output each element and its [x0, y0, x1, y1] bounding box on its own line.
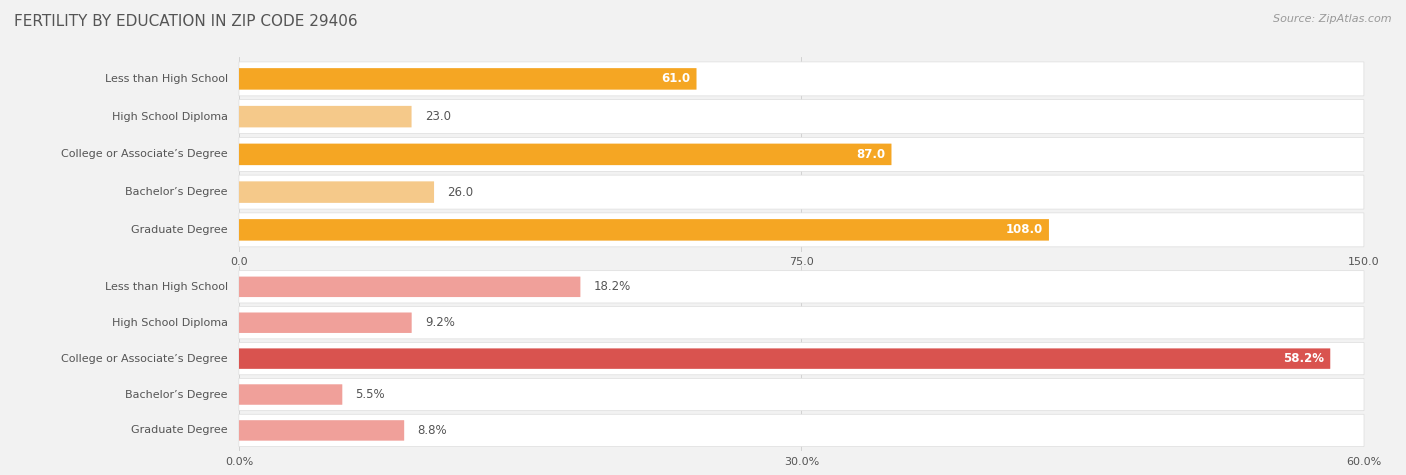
Text: Bachelor’s Degree: Bachelor’s Degree	[125, 390, 228, 399]
FancyBboxPatch shape	[239, 313, 412, 333]
FancyBboxPatch shape	[239, 175, 1364, 209]
FancyBboxPatch shape	[239, 106, 412, 127]
FancyBboxPatch shape	[239, 348, 1330, 369]
Text: 5.5%: 5.5%	[356, 388, 385, 401]
Text: High School Diploma: High School Diploma	[111, 112, 228, 122]
FancyBboxPatch shape	[239, 379, 1364, 411]
Text: High School Diploma: High School Diploma	[111, 318, 228, 328]
Text: 8.8%: 8.8%	[418, 424, 447, 437]
FancyBboxPatch shape	[239, 342, 1364, 375]
FancyBboxPatch shape	[239, 62, 1364, 96]
FancyBboxPatch shape	[239, 271, 1364, 303]
Text: Source: ZipAtlas.com: Source: ZipAtlas.com	[1274, 14, 1392, 24]
Text: 23.0: 23.0	[425, 110, 451, 123]
FancyBboxPatch shape	[239, 143, 891, 165]
Text: 108.0: 108.0	[1007, 223, 1043, 237]
Text: 26.0: 26.0	[447, 186, 474, 199]
Text: Bachelor’s Degree: Bachelor’s Degree	[125, 187, 228, 197]
FancyBboxPatch shape	[239, 306, 1364, 339]
Text: Less than High School: Less than High School	[104, 282, 228, 292]
Text: 18.2%: 18.2%	[593, 280, 631, 294]
FancyBboxPatch shape	[239, 181, 434, 203]
Text: 61.0: 61.0	[662, 72, 690, 86]
Text: FERTILITY BY EDUCATION IN ZIP CODE 29406: FERTILITY BY EDUCATION IN ZIP CODE 29406	[14, 14, 357, 29]
Text: College or Associate’s Degree: College or Associate’s Degree	[60, 149, 228, 160]
FancyBboxPatch shape	[239, 420, 404, 441]
Text: College or Associate’s Degree: College or Associate’s Degree	[60, 353, 228, 364]
FancyBboxPatch shape	[239, 137, 1364, 171]
FancyBboxPatch shape	[239, 219, 1049, 241]
FancyBboxPatch shape	[239, 100, 1364, 133]
Text: 58.2%: 58.2%	[1284, 352, 1324, 365]
FancyBboxPatch shape	[239, 414, 1364, 446]
Text: Less than High School: Less than High School	[104, 74, 228, 84]
Text: 87.0: 87.0	[856, 148, 886, 161]
FancyBboxPatch shape	[239, 384, 342, 405]
FancyBboxPatch shape	[239, 68, 696, 90]
Text: 9.2%: 9.2%	[425, 316, 456, 329]
FancyBboxPatch shape	[239, 213, 1364, 247]
Text: Graduate Degree: Graduate Degree	[131, 225, 228, 235]
FancyBboxPatch shape	[239, 276, 581, 297]
Text: Graduate Degree: Graduate Degree	[131, 426, 228, 436]
